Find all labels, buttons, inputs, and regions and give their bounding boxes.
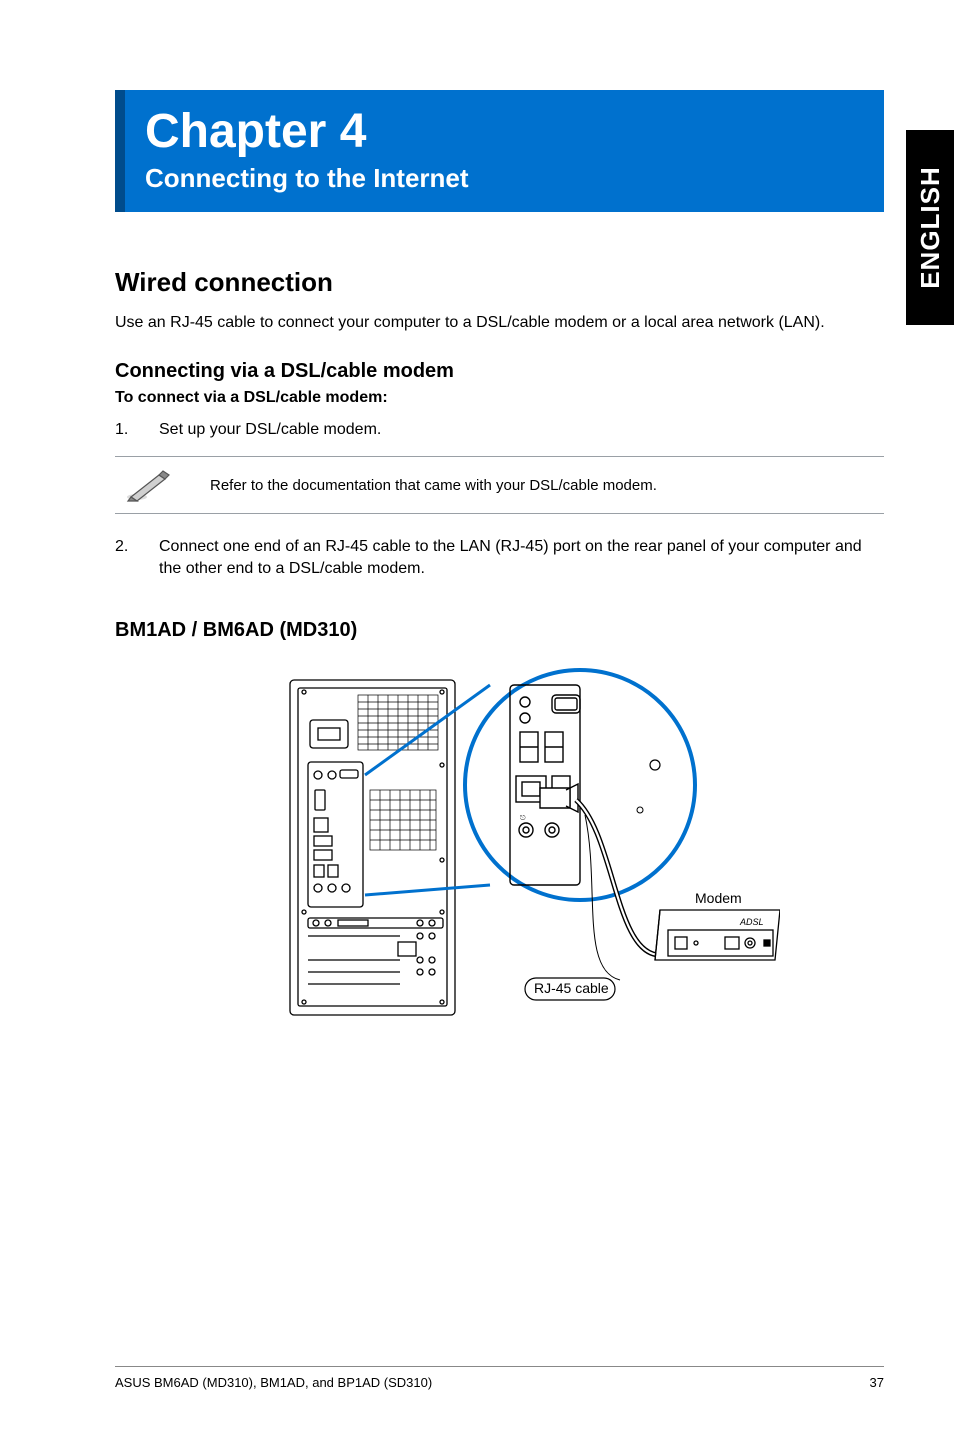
diagram-label-cable-group: RJ-45 cable (525, 978, 615, 1000)
step-list: 1. Set up your DSL/cable modem. (115, 419, 884, 441)
step-text: Connect one end of an RJ-45 cable to the… (159, 536, 884, 579)
diagram-label-cable: RJ-45 cable (534, 980, 609, 996)
chapter-title: Connecting to the Internet (145, 163, 864, 194)
page-content: Chapter 4 Connecting to the Internet Wir… (0, 0, 954, 1438)
connection-diagram: ⎋ ADSL Modem (115, 660, 884, 1030)
svg-text:⎋: ⎋ (520, 814, 526, 822)
step-list-2: 2. Connect one end of an RJ-45 cable to … (115, 536, 884, 579)
step-item: 1. Set up your DSL/cable modem. (115, 419, 884, 441)
page-footer: ASUS BM6AD (MD310), BM1AD, and BP1AD (SD… (115, 1366, 884, 1390)
step-text: Set up your DSL/cable modem. (159, 419, 884, 441)
step-number: 1. (115, 419, 159, 441)
note-text: Refer to the documentation that came wit… (210, 477, 884, 494)
footer-left: ASUS BM6AD (MD310), BM1AD, and BP1AD (SD… (115, 1375, 432, 1390)
note-block: Refer to the documentation that came wit… (115, 456, 884, 514)
subsection-instruction: To connect via a DSL/cable modem: (115, 389, 884, 407)
diagram-label-modem: Modem (695, 890, 742, 906)
note-pen-icon (115, 467, 210, 503)
model-title: BM1AD / BM6AD (MD310) (115, 619, 884, 642)
chapter-banner: Chapter 4 Connecting to the Internet (115, 90, 884, 212)
section-heading: Wired connection (115, 267, 884, 298)
step-number: 2. (115, 536, 159, 579)
footer-page-number: 37 (870, 1375, 884, 1390)
subsection-heading: Connecting via a DSL/cable modem (115, 360, 884, 383)
chapter-number: Chapter 4 (145, 104, 864, 159)
modem-port-text: ADSL (739, 917, 764, 927)
section-intro: Use an RJ-45 cable to connect your compu… (115, 312, 884, 334)
step-item: 2. Connect one end of an RJ-45 cable to … (115, 536, 884, 579)
